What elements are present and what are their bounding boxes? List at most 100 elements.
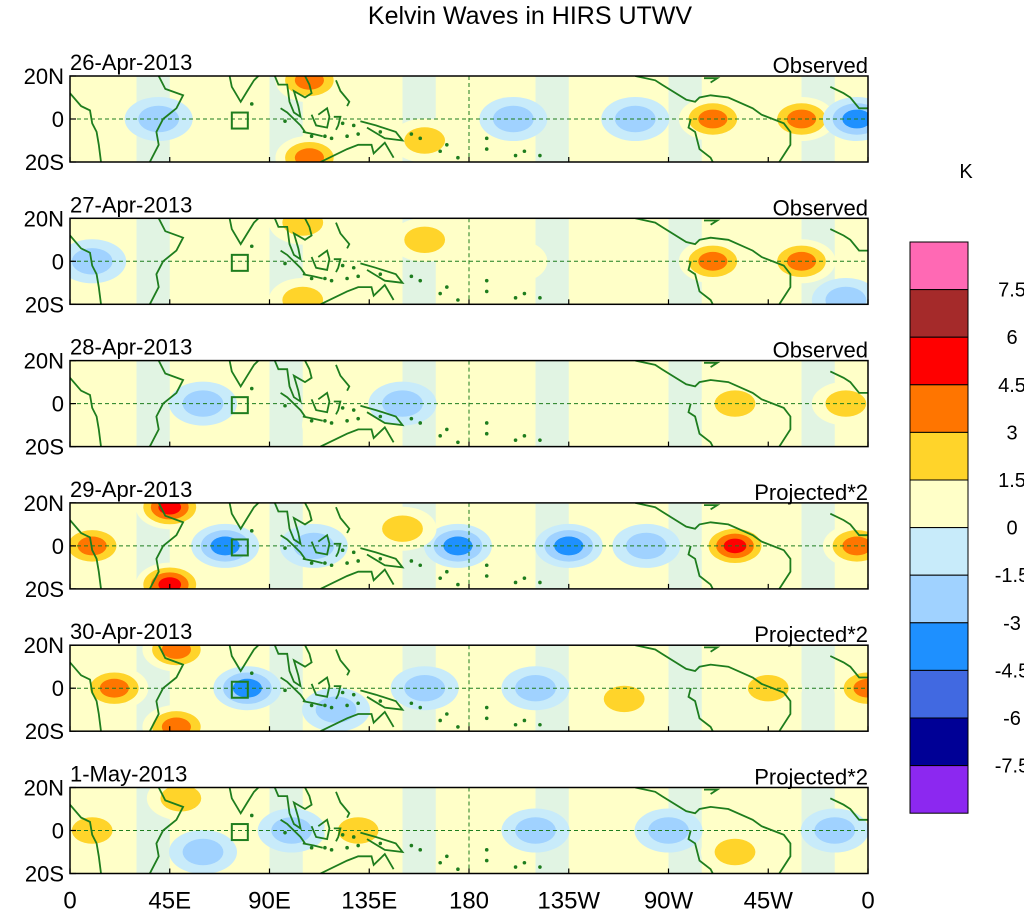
colorbar-unit: K (959, 161, 973, 183)
island (513, 438, 518, 442)
coastline (70, 519, 102, 589)
y-tick-label: 0 (52, 249, 64, 274)
island (522, 434, 527, 438)
panel-label: Observed (773, 338, 868, 363)
y-tick-label: 0 (52, 107, 64, 132)
island (445, 427, 449, 432)
colorbar-swatch (909, 336, 969, 386)
island (484, 705, 489, 710)
coastline (273, 218, 313, 262)
panel: 20N 0 20S 27-Apr-2013 Observed (24, 192, 869, 317)
contour-field (70, 645, 868, 732)
contour-blob (404, 675, 446, 702)
island (456, 582, 460, 587)
island (249, 386, 254, 391)
contour-blob (698, 109, 728, 129)
coastline (687, 687, 714, 732)
reference-box (230, 396, 249, 415)
coastline (333, 685, 342, 700)
island (249, 244, 254, 249)
coastline (704, 646, 721, 653)
colorbar-swatch (909, 241, 969, 291)
panel: 20N 0 20S 30-Apr-2013 Projected*2 (24, 619, 869, 744)
coastline (360, 120, 405, 142)
island (249, 813, 254, 818)
coastline (280, 534, 306, 560)
colorbar-swatch (909, 717, 969, 767)
y-tick-label: 20S (25, 150, 64, 175)
x-tick-label: 180 (449, 888, 489, 915)
coastline (335, 222, 351, 249)
contour-blob (446, 360, 515, 394)
contour-blob (698, 251, 728, 271)
coastline (280, 249, 306, 275)
y-tick-label: 20S (25, 435, 64, 460)
coastline (149, 645, 185, 732)
coastline (635, 502, 792, 589)
x-tick-label: 45W (744, 888, 794, 915)
coastline (829, 797, 868, 821)
panel-label: Observed (773, 53, 868, 78)
island (356, 416, 360, 421)
coastline (302, 131, 323, 138)
island (445, 712, 449, 716)
contour-blob (182, 838, 224, 866)
colorbar-label: -6 (1003, 708, 1021, 730)
contour-blob (158, 577, 182, 589)
coastline (335, 79, 351, 107)
reference-box (230, 111, 249, 130)
contour-blob (282, 286, 324, 305)
colorbar-label: -1.5 (995, 565, 1024, 587)
coastline (704, 77, 721, 84)
x-tick-label: 0 (861, 888, 874, 915)
contour-blob (603, 685, 645, 713)
island (456, 867, 460, 871)
island (456, 440, 460, 445)
panel-label: Projected*2 (754, 622, 868, 647)
coastline (273, 645, 313, 689)
island (356, 701, 360, 706)
x-tick-label: 45E (148, 888, 191, 915)
coastline (687, 403, 714, 447)
coastline (70, 377, 102, 447)
island (445, 285, 449, 289)
island (323, 561, 327, 565)
island (522, 576, 527, 580)
contour-blob (404, 127, 446, 154)
island (456, 155, 460, 160)
x-tick-label: 0 (63, 888, 76, 915)
x-tick-label: 90W (644, 888, 694, 915)
contour-blob (853, 678, 868, 698)
island (378, 699, 383, 703)
coastline (360, 262, 405, 284)
island (351, 692, 356, 697)
coastline (70, 661, 102, 732)
contour-blob (714, 838, 756, 866)
colorbar-label: 3 (1006, 422, 1017, 444)
contour-blob (302, 403, 370, 447)
coastline (360, 831, 405, 854)
contour-blob (825, 390, 867, 417)
island (309, 561, 314, 565)
y-tick-label: 20S (25, 719, 64, 744)
island (378, 272, 383, 277)
panel-label: Projected*2 (754, 765, 868, 790)
coastline (704, 361, 721, 368)
coastline (687, 545, 714, 589)
coastline (149, 218, 185, 305)
island (283, 830, 287, 835)
island (309, 419, 314, 423)
y-tick-label: 20S (25, 862, 64, 887)
coastline (829, 228, 868, 252)
island (445, 854, 449, 859)
contour-blob (271, 817, 313, 844)
coastline (273, 787, 313, 831)
island (513, 722, 518, 727)
island (513, 296, 518, 300)
island (409, 416, 414, 421)
coastline (320, 852, 395, 874)
island (351, 550, 356, 555)
island (323, 845, 327, 850)
colorbar-label: -4.5 (995, 660, 1024, 682)
